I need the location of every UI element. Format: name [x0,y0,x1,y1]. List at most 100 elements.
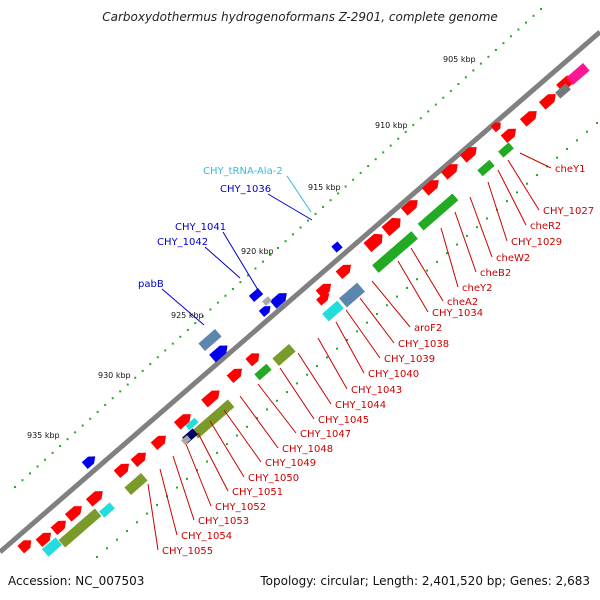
gene-cyan-shape [322,300,344,322]
leader-line [161,288,205,326]
inner-tick-dot [246,425,248,428]
gene-green-shape [417,193,459,231]
leader-line [185,443,212,507]
tick-dot [299,226,302,229]
inner-tick-dot [306,373,308,376]
tick-dot [479,62,482,65]
tick-label: 935 kbp [27,431,60,440]
gene-label-chey2: cheY2 [462,283,492,294]
tick-dot [472,69,475,72]
cds-arrow-shape [173,414,191,430]
inner-tick-dot [366,321,368,324]
tick-dot [239,281,242,284]
cds-arrow [459,147,477,163]
label-leader-lines [147,152,552,551]
leader-line [223,409,262,463]
tick-dot [59,445,62,448]
tick-dot [367,165,370,168]
tick-dot [397,137,400,140]
gene-magenta [566,63,590,85]
tick-dot [141,369,144,372]
tick-dot [14,486,16,488]
gene-blue-shape [269,293,287,309]
tick-dot [487,55,490,58]
cds-arrow-shape [64,506,82,522]
tick-label: 910 kbp [375,121,408,130]
gene-steel-shape [339,282,365,308]
inner-tick-dot [206,460,208,463]
cds-arrow [17,540,32,554]
tick-dot [277,247,279,249]
cds-arrow-shape [459,147,477,163]
tick-dot [517,28,520,31]
cds-arrow [35,532,52,548]
gene-cyan-shape [41,537,63,557]
gene-label-chy_1045: CHY_1045 [318,415,369,426]
leader-line [410,247,444,302]
tick-dots [14,8,598,558]
inner-tick-dot [146,512,148,515]
gene-label-cher2: cheR2 [530,221,561,232]
tick-dot [502,42,505,45]
backbone-line [0,30,600,554]
cds-arrow-shape [490,122,501,133]
cds-arrow [113,463,130,479]
tick-dot [540,8,542,10]
gene-green [498,142,514,158]
gene-label-chy_1034: CHY_1034 [432,308,483,319]
tick-dot [524,21,527,24]
gene-label-chy_1039: CHY_1039 [384,354,435,365]
leader-line [397,260,429,313]
leader-line [469,196,493,258]
gene-label-pabb: pabB [138,279,164,290]
cds-arrow-shape [335,264,352,280]
gene-grey-shape [262,296,272,306]
cds-arrow [490,122,501,133]
cds-arrow-shape [226,368,243,384]
gene-cyan [41,537,63,557]
inner-tick-dot [396,295,398,298]
tick-dot [374,158,377,161]
leader-line [317,337,348,390]
cds-arrow [64,506,82,522]
inner-tick-dot [506,200,508,203]
gene-label-chy_1050: CHY_1050 [248,473,299,484]
inner-tick-dot [286,391,288,394]
tick-dot [89,417,92,420]
leader-line [204,246,241,279]
inner-tick-dot [116,538,118,541]
leader-line [267,193,313,221]
cds-arrow-shape [50,520,67,536]
tick-dot [21,479,24,482]
tick-dot [126,383,129,386]
gene-steel-shape [198,329,222,351]
tick-dot [104,404,107,407]
gene-blue [331,241,343,253]
leader-line [454,211,477,273]
tick-dot [216,301,219,304]
leader-line [239,395,279,449]
cds-arrow-shape [421,180,439,196]
inner-tick-dot [316,365,318,368]
gene-label-chew2: cheW2 [496,253,530,264]
tick-dot [494,48,497,51]
gene-grey-shape [181,435,191,445]
gene-label-chy_1027: CHY_1027 [543,206,594,217]
gene-label-chy_1047: CHY_1047 [300,429,351,440]
leader-line [487,181,508,242]
inner-tick-dot [326,356,328,359]
inner-tick-dot [376,312,378,315]
tick-dot [246,274,249,277]
leader-line [345,309,381,359]
tick-dot [337,192,340,195]
tick-dot [322,206,325,209]
tick-dot [314,212,317,215]
cds-arrow [421,180,439,196]
cds-arrow [50,520,67,536]
cds-arrow-shape [440,164,458,180]
cds-arrow [400,200,418,216]
leader-line [279,367,315,420]
tick-dot [269,253,272,256]
inner-tick-dot [466,234,468,237]
gene-blue-shape [248,288,264,302]
